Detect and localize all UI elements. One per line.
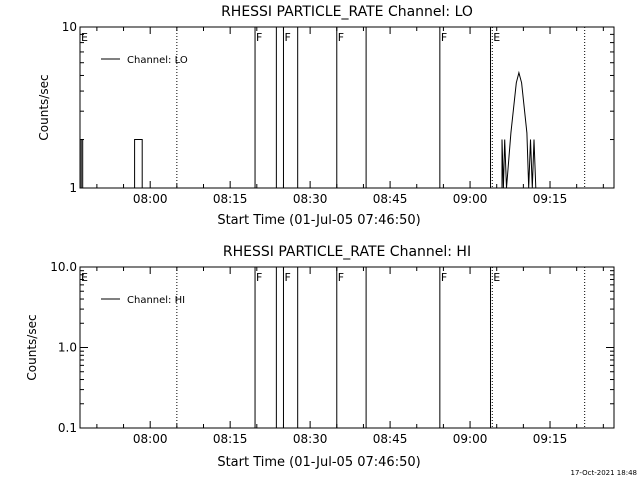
- flag-label: F: [284, 31, 290, 44]
- y-axis-label: Counts/sec: [25, 314, 39, 380]
- x-tick-label: 08:00: [133, 432, 168, 446]
- series-line: [80, 70, 537, 189]
- legend-label: Channel: HI: [127, 295, 185, 306]
- x-axis-label: Start Time (01-Jul-05 07:46:50): [217, 213, 420, 228]
- y-axis-label: Counts/sec: [37, 74, 51, 140]
- x-tick-label: 08:30: [293, 432, 328, 446]
- timestamp: 17-Oct-2021 18:48: [571, 469, 637, 477]
- chart-title: RHESSI PARTICLE_RATE Channel: LO: [221, 4, 473, 20]
- flag-label: E: [81, 271, 88, 284]
- x-tick-label: 09:00: [453, 432, 488, 446]
- y-tick-label: 1.0: [58, 341, 77, 355]
- flag-label: F: [441, 271, 447, 284]
- x-tick-label: 08:45: [373, 192, 408, 206]
- flag-label: E: [493, 31, 500, 44]
- flag-label: F: [256, 271, 262, 284]
- flag-label: F: [441, 31, 447, 44]
- x-tick-label: 09:15: [533, 192, 568, 206]
- flag-label: F: [284, 271, 290, 284]
- chart-title: RHESSI PARTICLE_RATE Channel: HI: [223, 244, 471, 260]
- flag-label: F: [256, 31, 262, 44]
- x-tick-label: 08:45: [373, 432, 408, 446]
- flag-label: E: [81, 31, 88, 44]
- y-tick-label: 10: [62, 20, 77, 34]
- flag-label: F: [338, 31, 344, 44]
- y-tick-label: 10.0: [50, 260, 77, 274]
- x-tick-label: 08:15: [213, 432, 248, 446]
- y-tick-label: 0.1: [58, 421, 77, 435]
- legend-label: Channel: LO: [127, 55, 188, 66]
- flag-label: E: [493, 271, 500, 284]
- y-tick-label: 1: [69, 181, 77, 195]
- flag-label: F: [338, 271, 344, 284]
- x-tick-label: 09:15: [533, 432, 568, 446]
- plot-frame: [79, 26, 615, 189]
- chart-panel-hi: RHESSI PARTICLE_RATE Channel: HI E F F F F E 08…: [25, 244, 615, 470]
- x-tick-label: 09:00: [453, 192, 488, 206]
- x-tick-label: 08:30: [293, 192, 328, 206]
- x-axis-label: Start Time (01-Jul-05 07:46:50): [217, 455, 420, 470]
- x-tick-label: 08:00: [133, 192, 168, 206]
- plot-frame: [79, 266, 615, 429]
- x-tick-label: 08:15: [213, 192, 248, 206]
- chart-panel-lo: RHESSI PARTICLE_RATE Channel: LO E F F F F E 08…: [37, 4, 615, 228]
